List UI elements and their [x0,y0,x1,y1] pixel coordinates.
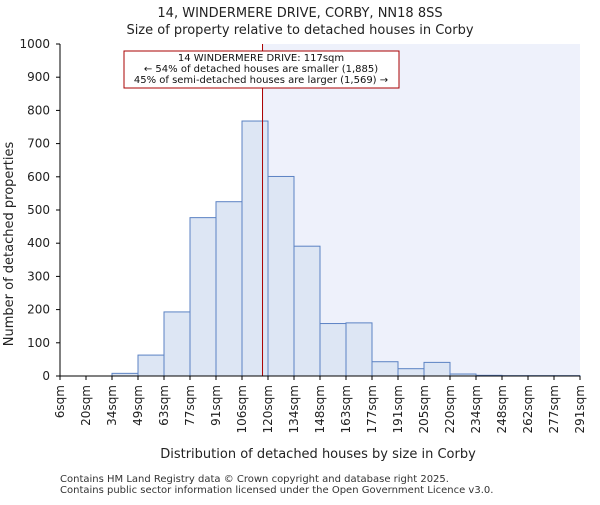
bar-106sqm [242,121,268,376]
annotation-line-3: 45% of semi-detached houses are larger (… [134,75,388,86]
y-tick-label: 100 [27,336,50,350]
x-tick-label: 63sqm [157,385,171,426]
bar-134sqm [294,246,320,376]
annotation-line-2: ← 54% of detached houses are smaller (1,… [144,64,378,75]
x-tick-label: 34sqm [105,385,119,426]
x-tick-label: 248sqm [495,385,509,433]
chart-title: 14, WINDERMERE DRIVE, CORBY, NN18 8SS [157,6,442,21]
x-ticks: 6sqm 20sqm 34sqm 49sqm 63sqm 77sqm 91sqm 106sqm… [53,376,587,433]
x-tick-label: 134sqm [287,385,301,433]
bar-177sqm [372,362,398,376]
x-tick-label: 148sqm [313,385,327,433]
y-tick-label: 900 [27,70,50,84]
y-tick-label: 0 [42,369,50,383]
x-tick-label: 6sqm [53,385,67,418]
x-tick-label: 220sqm [443,385,457,433]
x-tick-label: 291sqm [573,385,587,433]
y-tick-label: 500 [27,203,50,217]
bar-77sqm [190,218,216,376]
x-tick-label: 262sqm [521,385,535,433]
chart-subtitle: Size of property relative to detached ho… [126,23,473,38]
x-axis-label: Distribution of detached houses by size … [160,447,476,462]
bar-63sqm [164,312,190,376]
y-tick-label: 1000 [19,37,50,51]
bar-91sqm [216,202,242,376]
x-tick-label: 49sqm [131,385,145,426]
annotation: 14 WINDERMERE DRIVE: 117sqm ← 54% of det… [124,51,399,88]
bar-163sqm [346,323,372,376]
y-tick-label: 800 [27,103,50,117]
x-tick-label: 163sqm [339,385,353,433]
y-ticks: 0 100 200 300 400 500 600 700 800 900 1000 [19,37,60,383]
y-tick-label: 200 [27,303,50,317]
y-tick-label: 300 [27,269,50,283]
x-tick-label: 191sqm [391,385,405,433]
x-tick-label: 277sqm [547,385,561,433]
annotation-line-1: 14 WINDERMERE DRIVE: 117sqm [178,53,344,64]
y-tick-label: 600 [27,170,50,184]
bar-148sqm [320,324,346,376]
bar-191sqm [398,369,424,376]
x-tick-label: 177sqm [365,385,379,433]
y-tick-label: 400 [27,236,50,250]
y-axis-label: Number of detached properties [2,142,17,347]
x-tick-label: 77sqm [183,385,197,426]
bar-120sqm [268,176,294,376]
bar-49sqm [138,355,164,376]
y-tick-label: 700 [27,137,50,151]
x-tick-label: 234sqm [469,385,483,433]
x-tick-label: 91sqm [209,385,223,426]
x-tick-label: 20sqm [79,385,93,426]
footer-line-2: Contains public sector information licen… [60,485,493,496]
x-tick-label: 205sqm [417,385,431,433]
x-tick-label: 120sqm [261,385,275,433]
bar-205sqm [424,362,450,376]
footer-line-1: Contains HM Land Registry data © Crown c… [60,474,449,485]
x-tick-label: 106sqm [235,385,249,433]
